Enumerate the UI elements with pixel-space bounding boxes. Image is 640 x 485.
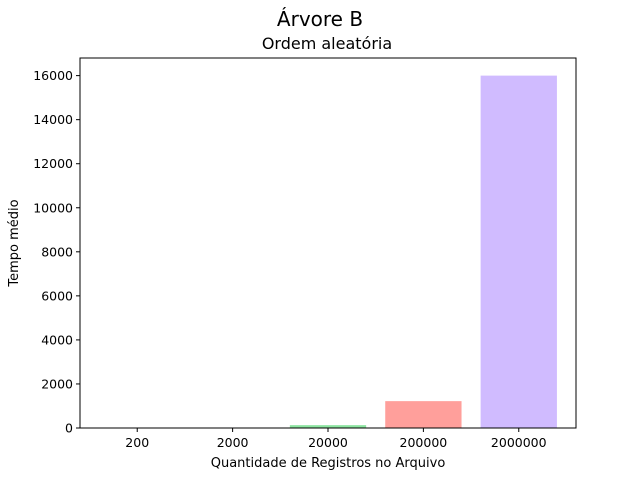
- y-tick-label-4000: 4000: [41, 332, 73, 347]
- x-axis-label: Quantidade de Registros no Arquivo: [211, 456, 446, 471]
- bar-200000: [385, 401, 461, 428]
- y-tick-label-10000: 10000: [33, 200, 73, 215]
- y-tick-label-0: 0: [65, 421, 73, 436]
- y-tick-label-6000: 6000: [41, 288, 73, 303]
- chart-subtitle: Ordem aleatória: [262, 34, 392, 53]
- x-axis-ticks: 200 2000 20000 200000 2000000: [125, 428, 546, 450]
- bars-group: [99, 76, 557, 428]
- x-tick-label-200000: 200000: [400, 435, 448, 450]
- y-tick-label-2000: 2000: [41, 376, 73, 391]
- chart-title: Árvore B: [277, 7, 363, 31]
- y-tick-label-8000: 8000: [41, 244, 73, 259]
- y-axis-label: Tempo médio: [7, 199, 22, 287]
- x-tick-label-2000000: 2000000: [491, 435, 547, 450]
- y-tick-label-14000: 14000: [33, 112, 73, 127]
- y-tick-label-12000: 12000: [33, 156, 73, 171]
- x-tick-label-200: 200: [125, 435, 149, 450]
- bar-2000000: [481, 76, 557, 428]
- y-axis-ticks: 0 2000 4000 6000 8000 10000 12000 14000 16000: [33, 68, 80, 435]
- y-tick-label-16000: 16000: [33, 68, 73, 83]
- x-tick-label-20000: 20000: [308, 435, 348, 450]
- x-tick-label-2000: 2000: [217, 435, 249, 450]
